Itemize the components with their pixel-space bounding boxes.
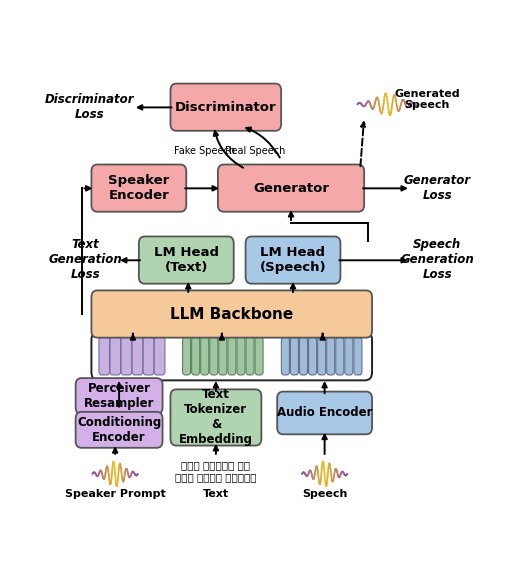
FancyBboxPatch shape [228,337,236,375]
FancyBboxPatch shape [281,337,289,375]
FancyBboxPatch shape [254,337,263,375]
Text: Perceiver
Resampler: Perceiver Resampler [83,382,154,410]
FancyBboxPatch shape [308,337,316,375]
Text: Conditioning
Encoder: Conditioning Encoder [77,416,161,444]
FancyBboxPatch shape [182,337,190,375]
FancyBboxPatch shape [75,412,162,448]
Text: Audio Encoder: Audio Encoder [276,406,372,419]
FancyBboxPatch shape [209,337,217,375]
Text: Text
Generation
Loss: Text Generation Loss [48,238,122,281]
FancyBboxPatch shape [110,337,121,375]
FancyBboxPatch shape [143,337,154,375]
Text: Fake Speech: Fake Speech [173,146,234,156]
FancyBboxPatch shape [121,337,131,375]
Text: Discriminator: Discriminator [175,100,276,114]
Text: Real Speech: Real Speech [225,146,285,156]
Text: Generator
Loss: Generator Loss [403,175,470,202]
FancyBboxPatch shape [138,237,233,284]
FancyBboxPatch shape [91,290,372,338]
FancyBboxPatch shape [245,337,253,375]
Text: Discriminator
Loss: Discriminator Loss [45,93,134,121]
FancyBboxPatch shape [344,337,352,375]
Text: Speech
Generation
Loss: Speech Generation Loss [400,238,473,281]
FancyBboxPatch shape [245,237,340,284]
FancyBboxPatch shape [299,337,307,375]
FancyBboxPatch shape [75,378,162,414]
FancyBboxPatch shape [290,337,298,375]
FancyBboxPatch shape [218,337,227,375]
FancyBboxPatch shape [353,337,361,375]
Text: Speaker
Encoder: Speaker Encoder [108,174,169,202]
FancyBboxPatch shape [170,390,261,446]
Text: LM Head
(Text): LM Head (Text) [154,246,218,274]
Text: Speaker Prompt: Speaker Prompt [65,489,165,499]
Text: Generated
Speech: Generated Speech [394,89,459,110]
FancyBboxPatch shape [191,337,199,375]
FancyBboxPatch shape [277,392,372,434]
FancyBboxPatch shape [91,165,186,212]
Text: LM Head
(Speech): LM Head (Speech) [259,246,326,274]
FancyBboxPatch shape [132,337,143,375]
FancyBboxPatch shape [317,337,325,375]
Text: আমি তোমার মত
কথা বলতে পারি।: আমি তোমার মত কথা বলতে পারি। [175,460,256,482]
Text: Text: Text [203,489,229,499]
Text: Generator: Generator [252,182,328,194]
FancyBboxPatch shape [154,337,164,375]
Text: Text
Tokenizer
&
Embedding: Text Tokenizer & Embedding [179,388,252,446]
FancyBboxPatch shape [99,337,109,375]
FancyBboxPatch shape [201,337,208,375]
FancyBboxPatch shape [335,337,343,375]
FancyBboxPatch shape [170,84,280,131]
FancyBboxPatch shape [237,337,244,375]
FancyBboxPatch shape [217,165,363,212]
FancyBboxPatch shape [326,337,334,375]
Text: Speech: Speech [301,489,347,499]
Text: LLM Backbone: LLM Backbone [170,307,293,322]
